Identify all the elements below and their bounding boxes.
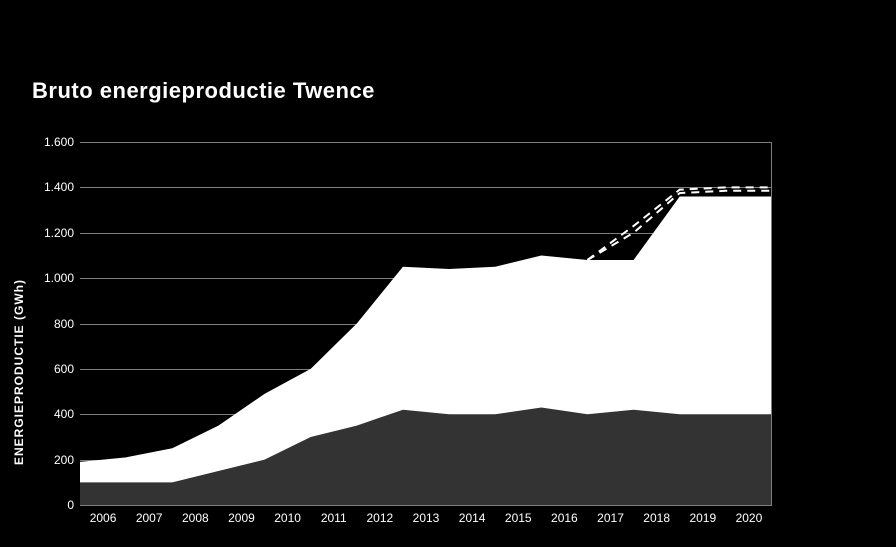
- y-tick-label: 200: [0, 453, 74, 467]
- y-tick-label: 600: [0, 362, 74, 376]
- x-tick-label: 2013: [413, 511, 440, 525]
- y-tick-label: 1.200: [0, 226, 74, 240]
- x-tick-label: 2014: [459, 511, 486, 525]
- x-tick-label: 2011: [321, 511, 347, 525]
- x-tick-label: 2015: [505, 511, 532, 525]
- y-tick-label: 0: [0, 498, 74, 512]
- y-tick-label: 1.400: [0, 180, 74, 194]
- x-tick-label: 2006: [90, 511, 117, 525]
- x-tick-label: 2020: [736, 511, 763, 525]
- y-tick-label: 1.600: [0, 135, 74, 149]
- x-tick-label: 2016: [551, 511, 578, 525]
- x-tick-label: 2009: [228, 511, 255, 525]
- x-tick-label: 2017: [597, 511, 624, 525]
- y-tick-label: 1.000: [0, 271, 74, 285]
- x-tick-label: 2007: [136, 511, 163, 525]
- chart-svg: [80, 142, 772, 505]
- x-tick-label: 2010: [274, 511, 301, 525]
- chart-frame: Bruto energieproductie Twence ENERGIEPRO…: [0, 0, 896, 547]
- chart-title: Bruto energieproductie Twence: [32, 78, 375, 104]
- plot-area: [80, 142, 772, 505]
- y-tick-label: 400: [0, 407, 74, 421]
- gridline: [80, 505, 772, 506]
- x-tick-label: 2019: [689, 511, 716, 525]
- y-tick-label: 800: [0, 317, 74, 331]
- x-tick-label: 2012: [367, 511, 394, 525]
- x-tick-label: 2018: [643, 511, 670, 525]
- x-tick-label: 2008: [182, 511, 209, 525]
